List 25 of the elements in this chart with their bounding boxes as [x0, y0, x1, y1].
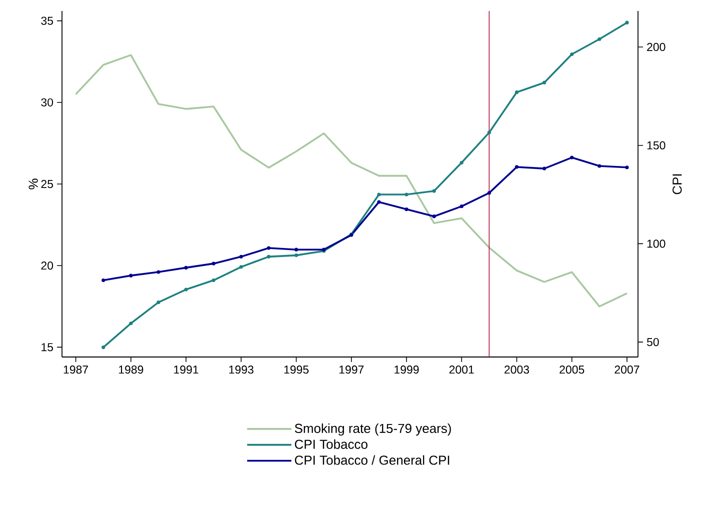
y-tick-label: 20	[41, 262, 54, 270]
x-tick-label: 1993	[229, 366, 254, 374]
y-tick-label: 25	[41, 180, 53, 188]
x-tick-label: 1995	[284, 366, 309, 374]
legend-label: Smoking rate (15-79 years)	[294, 423, 451, 436]
y2-tick-label: 50	[646, 338, 659, 346]
legend-label: CPI Tobacco / General CPI	[294, 455, 450, 465]
x-tick-label: 1997	[339, 366, 364, 374]
y2-tick-label: 150	[647, 141, 666, 150]
x-tick-label: 1999	[394, 366, 419, 374]
x-tick-label: 2007	[614, 366, 640, 374]
y2-tick-label: 100	[647, 240, 666, 248]
y-tick-label: 30	[41, 98, 54, 106]
legend-label: CPI Tobacco	[294, 439, 368, 449]
x-tick-label: 2003	[504, 366, 530, 374]
x-tick-label: 1987	[64, 366, 88, 374]
x-tick-label: 2005	[560, 366, 584, 374]
y-tick-label: 35	[41, 16, 53, 25]
x-tick-label: 1989	[118, 366, 144, 374]
y2-tick-label: 200	[647, 42, 666, 52]
x-tick-label: 1991	[174, 366, 198, 374]
y-axis-title: %	[28, 178, 38, 190]
y-tick-label: 15	[42, 343, 53, 352]
y2-axis-title: CPI	[672, 174, 682, 194]
x-tick-label: 2001	[449, 366, 474, 374]
